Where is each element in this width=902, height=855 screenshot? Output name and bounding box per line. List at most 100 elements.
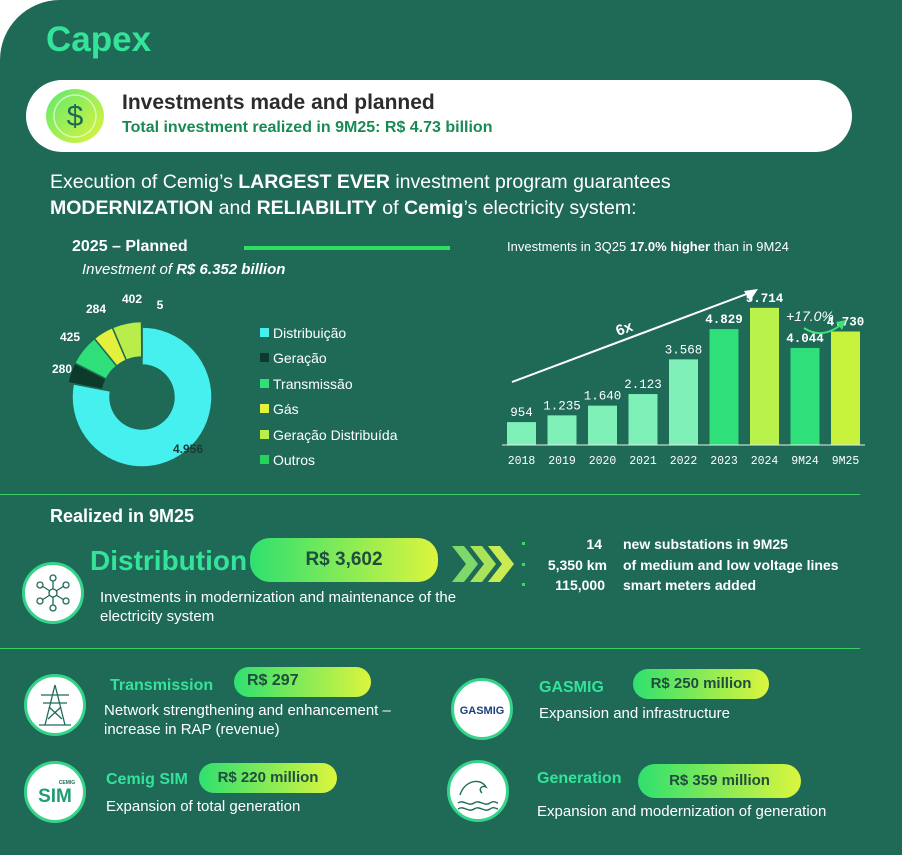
legend-swatch bbox=[260, 430, 269, 439]
cemig-sim-title: Cemig SIM bbox=[106, 771, 188, 788]
wave-icon bbox=[447, 760, 509, 822]
bar-category-label: 2018 bbox=[508, 455, 536, 468]
cemig-sim-logo: CEMIG SIM bbox=[24, 761, 86, 823]
stat-bullet bbox=[522, 583, 525, 586]
planned-sub-value: R$ 6.352 billion bbox=[176, 261, 286, 278]
planned-sub-prefix: Investment of bbox=[82, 261, 177, 278]
legend-swatch bbox=[260, 353, 269, 362]
cemig-sim-logo-main: SIM bbox=[38, 786, 72, 807]
bar-value-label: 2.123 bbox=[624, 378, 662, 392]
exec-text-2: investment program guarantees bbox=[389, 171, 671, 193]
bar bbox=[588, 405, 617, 445]
bar-category-label: 9M25 bbox=[832, 455, 860, 468]
donut-label: 4.956 bbox=[173, 442, 203, 456]
page-title: Capex bbox=[46, 20, 152, 59]
bar-title-bold: 17.0% higher bbox=[629, 239, 711, 254]
bar-category-label: 9M24 bbox=[791, 455, 819, 468]
change-arrow bbox=[803, 323, 843, 335]
section-divider bbox=[0, 494, 860, 495]
transmission-amount-pill: R$ 297 bbox=[234, 667, 371, 697]
bar-value-label: 4.829 bbox=[705, 313, 743, 327]
stat-bullet bbox=[522, 563, 525, 566]
cemig-sim-description: Expansion of total generation bbox=[106, 798, 301, 815]
stat-label: new substations in 9M25 bbox=[623, 536, 788, 552]
gasmig-description: Expansion and infrastructure bbox=[539, 705, 730, 722]
banner-subtitle: Total investment realized in 9M25: R$ 4.… bbox=[122, 119, 493, 136]
bar bbox=[831, 331, 860, 445]
bar-category-label: 2022 bbox=[670, 455, 698, 468]
exec-bold-4: Cemig bbox=[403, 197, 464, 219]
generation-amount-pill: R$ 359 million bbox=[638, 764, 801, 798]
planned-subtitle: Investment of R$ 6.352 billion bbox=[82, 261, 285, 278]
bar bbox=[709, 329, 739, 445]
stat-value: 5,350 km bbox=[547, 557, 607, 573]
gasmig-amount-pill: R$ 250 million bbox=[633, 669, 769, 699]
exec-text-1: Execution of Cemig’s bbox=[50, 171, 239, 193]
bar bbox=[628, 394, 658, 445]
exec-text-5: ’s electricity system: bbox=[463, 197, 637, 219]
bar-title-suffix: than in 9M24 bbox=[710, 239, 789, 254]
transmission-amount: R$ 297 bbox=[247, 672, 299, 689]
bar-value-label: 1.640 bbox=[584, 390, 622, 404]
donut-label: 284 bbox=[86, 302, 106, 316]
legend-geracao: Geração bbox=[260, 350, 327, 366]
transmission-description: Network strengthening and enhancement – … bbox=[104, 702, 391, 738]
planned-title: 2025 – Planned bbox=[72, 238, 188, 255]
bar-value-label: 1.235 bbox=[543, 399, 581, 413]
distribution-title: Distribution bbox=[90, 545, 248, 576]
cemig-sim-amount-pill: R$ 220 million bbox=[199, 763, 337, 793]
legend-label: Geração Distribuída bbox=[273, 427, 398, 443]
network-nodes-icon bbox=[22, 562, 84, 624]
legend-transmissao: Transmissão bbox=[260, 376, 353, 392]
bar-value-label: 5.714 bbox=[746, 292, 784, 306]
donut-label: 280 bbox=[52, 362, 72, 376]
bar-value-label: 954 bbox=[510, 406, 533, 420]
investments-banner: $ Investments made and planned Total inv… bbox=[26, 80, 852, 152]
generation-amount: R$ 359 million bbox=[669, 772, 770, 789]
bar bbox=[547, 415, 577, 445]
bar-category-label: 2021 bbox=[629, 455, 657, 468]
bar-category-label: 2020 bbox=[589, 455, 617, 468]
distribution-description: Investments in modernization and mainten… bbox=[100, 589, 457, 625]
banner-title: Investments made and planned bbox=[122, 91, 435, 114]
execution-statement: Execution of Cemig’s LARGEST EVER invest… bbox=[50, 169, 810, 221]
bar bbox=[790, 347, 820, 445]
growth-arrow bbox=[511, 291, 753, 383]
legend-label: Distribuição bbox=[273, 325, 347, 341]
exec-bold-2: MODERNIZATION bbox=[50, 197, 214, 219]
chevrons-icon bbox=[452, 546, 514, 582]
legend-geracao-distribuida: Geração Distribuída bbox=[260, 427, 398, 443]
investment-bar-chart: 954 2018 1.235 2019 1.640 2020 2.123 2021 3.568 2… bbox=[502, 289, 865, 468]
legend-swatch bbox=[260, 328, 269, 337]
generation-description: Expansion and modernization of generatio… bbox=[537, 803, 827, 820]
legend-swatch bbox=[260, 379, 269, 388]
gasmig-logo-text: GASMIG bbox=[460, 705, 505, 717]
donut-label: 5 bbox=[157, 298, 164, 312]
stat-label: of medium and low voltage lines bbox=[623, 557, 839, 573]
legend-label: Geração bbox=[273, 350, 327, 366]
bar bbox=[507, 422, 536, 445]
legend-outros: Outros bbox=[260, 452, 315, 468]
distribution-amount-pill: R$ 3,602 bbox=[250, 538, 438, 582]
bar-category-label: 2019 bbox=[548, 455, 576, 468]
change-arrow-head bbox=[836, 320, 846, 330]
section-divider bbox=[0, 648, 860, 649]
bar-value-label: 4.044 bbox=[786, 332, 824, 346]
distribution-amount: R$ 3,602 bbox=[305, 549, 383, 570]
stat-value: 115,000 bbox=[555, 577, 605, 593]
donut-slice bbox=[71, 326, 213, 468]
planned-donut-chart: 4.956 280 425 284 402 5 bbox=[52, 292, 213, 468]
bar-title-prefix: Investments in 3Q25 bbox=[507, 239, 630, 254]
growth-arrow-head bbox=[744, 289, 758, 301]
dollar-icon: $ bbox=[46, 89, 104, 143]
cemig-sim-amount: R$ 220 million bbox=[217, 769, 319, 786]
stat-bullet bbox=[522, 542, 525, 545]
exec-text-4: of bbox=[376, 197, 404, 219]
legend-label: Gás bbox=[273, 401, 299, 417]
bar-category-label: 2023 bbox=[710, 455, 738, 468]
legend-label: Outros bbox=[273, 452, 316, 468]
legend-gas: Gás bbox=[260, 401, 299, 417]
cemig-sim-logo-top: CEMIG bbox=[59, 780, 76, 786]
bar-value-label: 4.730 bbox=[827, 315, 865, 329]
